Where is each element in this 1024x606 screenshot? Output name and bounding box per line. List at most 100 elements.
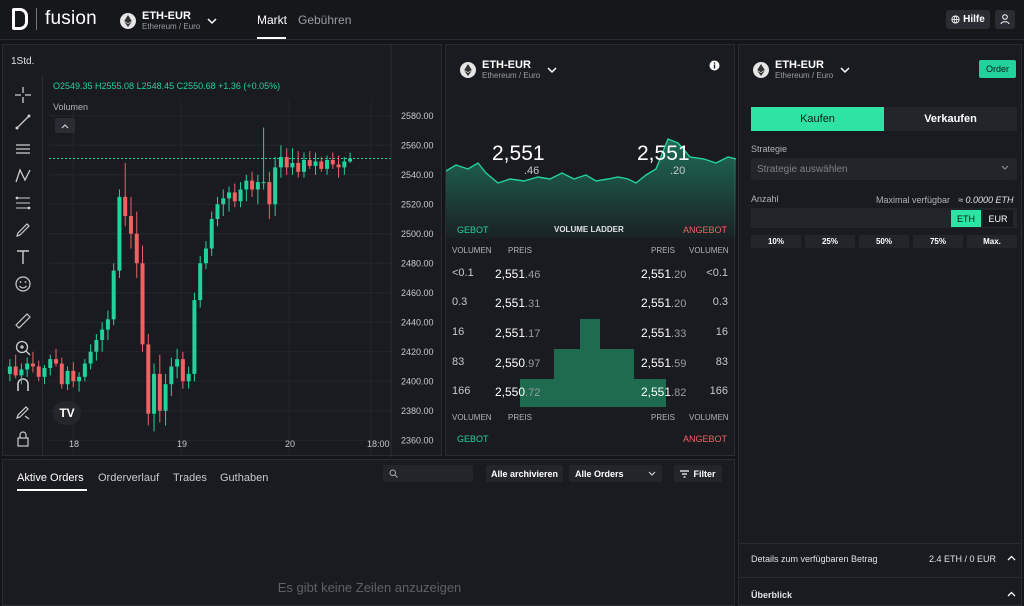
bid-price[interactable]: 2,551.17 [495,326,540,340]
crosshair-icon[interactable] [13,85,33,105]
chevron-up-icon[interactable] [1007,555,1016,561]
bid-price-dec: .46 [525,269,541,281]
overview-label[interactable]: Überblick [751,590,793,600]
amount-label: Anzahl [751,194,779,204]
ruler-icon[interactable] [13,311,33,331]
ask-price-dec: .20 [671,298,687,310]
sell-tab[interactable]: Verkaufen [884,107,1017,131]
price-tick-label: 2500.00 [401,229,434,239]
details-label[interactable]: Details zum verfügbaren Betrag [751,554,878,564]
price-tick-label: 2440.00 [401,317,434,327]
lock-drawing-icon[interactable] [13,402,33,422]
candle-body [163,384,168,411]
nav-markt[interactable]: Markt [257,13,287,27]
candle-body [336,164,341,168]
tab-active-orders[interactable]: Aktive Orders [17,472,84,484]
search-input[interactable] [383,465,473,482]
pct-max-button[interactable]: Max. [967,235,1017,248]
brush-icon[interactable] [13,220,33,240]
ask-price-dec: .33 [671,328,687,340]
filter-button[interactable]: Filter [674,465,722,482]
bid-price[interactable]: 2,550.97 [495,356,540,370]
strategy-select[interactable]: Strategie auswählen [751,158,1017,180]
emoji-icon[interactable] [13,274,33,294]
ethereum-icon [460,62,476,78]
parallel-lines-icon[interactable] [13,139,33,159]
bid-price[interactable]: 2,551.46 [495,267,540,281]
max-available-label: Maximal verfügbar [876,195,951,205]
bid-price-dec: .17 [525,328,541,340]
magnet-icon[interactable] [13,375,33,395]
candle-body [100,329,105,340]
bid-volume: 166 [452,385,471,397]
archive-all-button[interactable]: Alle archivieren [486,465,563,482]
candle-body [244,180,249,190]
chevron-down-icon [648,471,656,476]
pct-50-button[interactable]: 50% [859,235,909,248]
info-icon[interactable] [709,60,720,71]
tab-order-history[interactable]: Orderverlauf [98,472,160,484]
candlestick-chart[interactable]: 2580.00 2560.00 2540.00 2520.00 2500.00 2480.… [3,45,443,457]
candle-body [301,160,306,172]
ask-price[interactable]: 2,551.20 [641,296,686,310]
candle-body [227,192,232,199]
ask-price[interactable]: 2,551.33 [641,326,686,340]
ask-price[interactable]: 2,551.20 [641,267,686,281]
pct-10-button[interactable]: 10% [751,235,801,248]
ask-price-int: 2,551 [641,296,672,310]
candle-body [48,359,53,368]
chevron-down-icon [547,67,557,74]
bid-price[interactable]: 2,551.31 [495,296,540,310]
tab-trades[interactable]: Trades [173,472,207,484]
ask-price[interactable]: 2,551.82 [641,385,686,399]
logo-divider [36,8,37,30]
bid-price[interactable]: 2,550.72 [495,385,540,399]
user-icon [1000,14,1010,25]
candle-body [175,359,180,367]
pair-selector[interactable]: ETH-EUR Ethereum / Euro [120,10,218,32]
fib-icon[interactable] [13,193,33,213]
help-button[interactable]: Hilfe [946,10,990,29]
ask-price-dec: .82 [671,387,687,399]
chevron-up-icon[interactable] [1007,591,1016,597]
bid-volume: 16 [452,326,465,338]
zoom-icon[interactable] [13,338,33,358]
bid-price-dec: .31 [525,298,541,310]
nav-gebuehren[interactable]: Gebühren [298,13,352,27]
order-pair-selector[interactable]: ETH-EUR Ethereum / Euro [753,59,851,81]
trend-line-icon[interactable] [13,112,33,132]
ladder-pair-selector[interactable]: ETH-EUR Ethereum / Euro [460,59,558,81]
order-filter-select[interactable]: Alle Orders [569,465,662,482]
user-button[interactable] [995,10,1015,29]
ask-price-int: 2,551 [641,356,672,370]
chevron-down-icon [840,67,850,74]
lock-icon[interactable] [13,429,33,449]
candle-body [77,376,82,382]
globe-icon [951,15,960,24]
candle-body [348,158,353,162]
candle-body [215,204,220,219]
buy-tab[interactable]: Kaufen [751,107,884,131]
ask-price[interactable]: 2,551.59 [641,356,686,370]
amount-input[interactable] [751,208,1017,228]
candle-body [88,351,93,364]
collapse-button[interactable] [55,118,75,133]
buy-sell-tabs: Kaufen Verkaufen [751,107,1017,131]
candle-body [313,161,318,166]
timeframe-selector[interactable]: 1Std. [11,56,35,67]
tab-balances[interactable]: Guthaben [220,472,269,484]
price-tick-label: 2460.00 [401,288,434,298]
pct-25-button[interactable]: 25% [805,235,855,248]
price-tick-label: 2520.00 [401,199,434,209]
pattern-icon[interactable] [13,166,33,186]
text-icon[interactable] [13,247,33,267]
drawing-toolbar [3,75,43,457]
candle-body [192,300,197,374]
time-tick-label: 20 [285,439,295,449]
pct-75-button[interactable]: 75% [913,235,963,248]
currency-eth-button[interactable]: ETH [951,210,981,227]
currency-eur-button[interactable]: EUR [983,210,1013,227]
volume-label: Volumen [53,102,89,112]
order-button[interactable]: Order [979,60,1016,78]
brand-logo[interactable]: fusion [12,8,97,30]
